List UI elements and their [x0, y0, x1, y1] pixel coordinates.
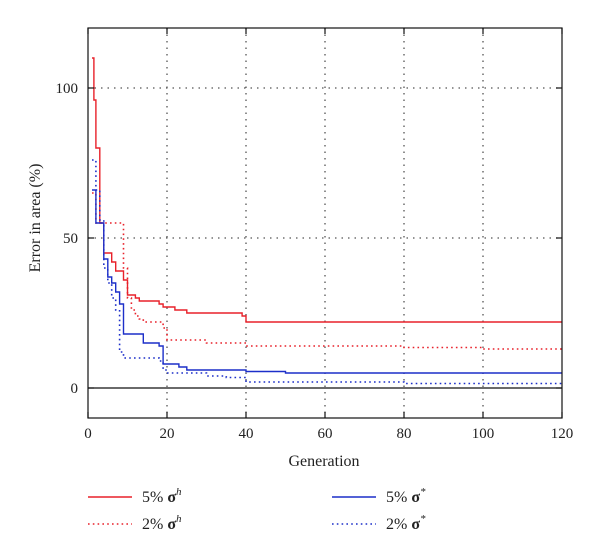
x-tick-label: 20 — [160, 426, 175, 442]
y-tick-label: 0 — [71, 381, 79, 397]
x-tick-label: 100 — [472, 426, 495, 442]
series-lines — [92, 57, 562, 385]
axis-ticks: 0 20 40 60 80 100 120 0 50 100 — [56, 28, 574, 442]
y-tick-label: 50 — [63, 231, 78, 247]
grid — [88, 28, 562, 418]
y-tick-label: 100 — [56, 81, 79, 97]
legend-label: 2% σh — [142, 513, 182, 533]
legend-label: 2% σ* — [386, 513, 426, 533]
legend-item-4: 2% σ* — [332, 513, 426, 533]
legend-item-2: 2% σh — [88, 513, 182, 533]
x-axis-label: Generation — [288, 453, 359, 470]
x-tick-label: 40 — [239, 426, 254, 442]
legend: 5% σh 2% σh 5% σ* 2% σ* — [88, 486, 426, 533]
x-tick-label: 60 — [318, 426, 333, 442]
legend-label: 5% σh — [142, 486, 182, 506]
x-tick-label: 0 — [84, 426, 92, 442]
series-line-1 — [92, 57, 562, 323]
legend-item-3: 5% σ* — [332, 486, 426, 506]
x-tick-label: 120 — [551, 426, 574, 442]
y-axis-label: Error in area (%) — [27, 164, 44, 273]
legend-label: 5% σ* — [386, 486, 426, 506]
series-line-3 — [92, 189, 562, 374]
series-line-2 — [92, 192, 562, 350]
legend-item-1: 5% σh — [88, 486, 182, 506]
x-tick-label: 80 — [397, 426, 412, 442]
